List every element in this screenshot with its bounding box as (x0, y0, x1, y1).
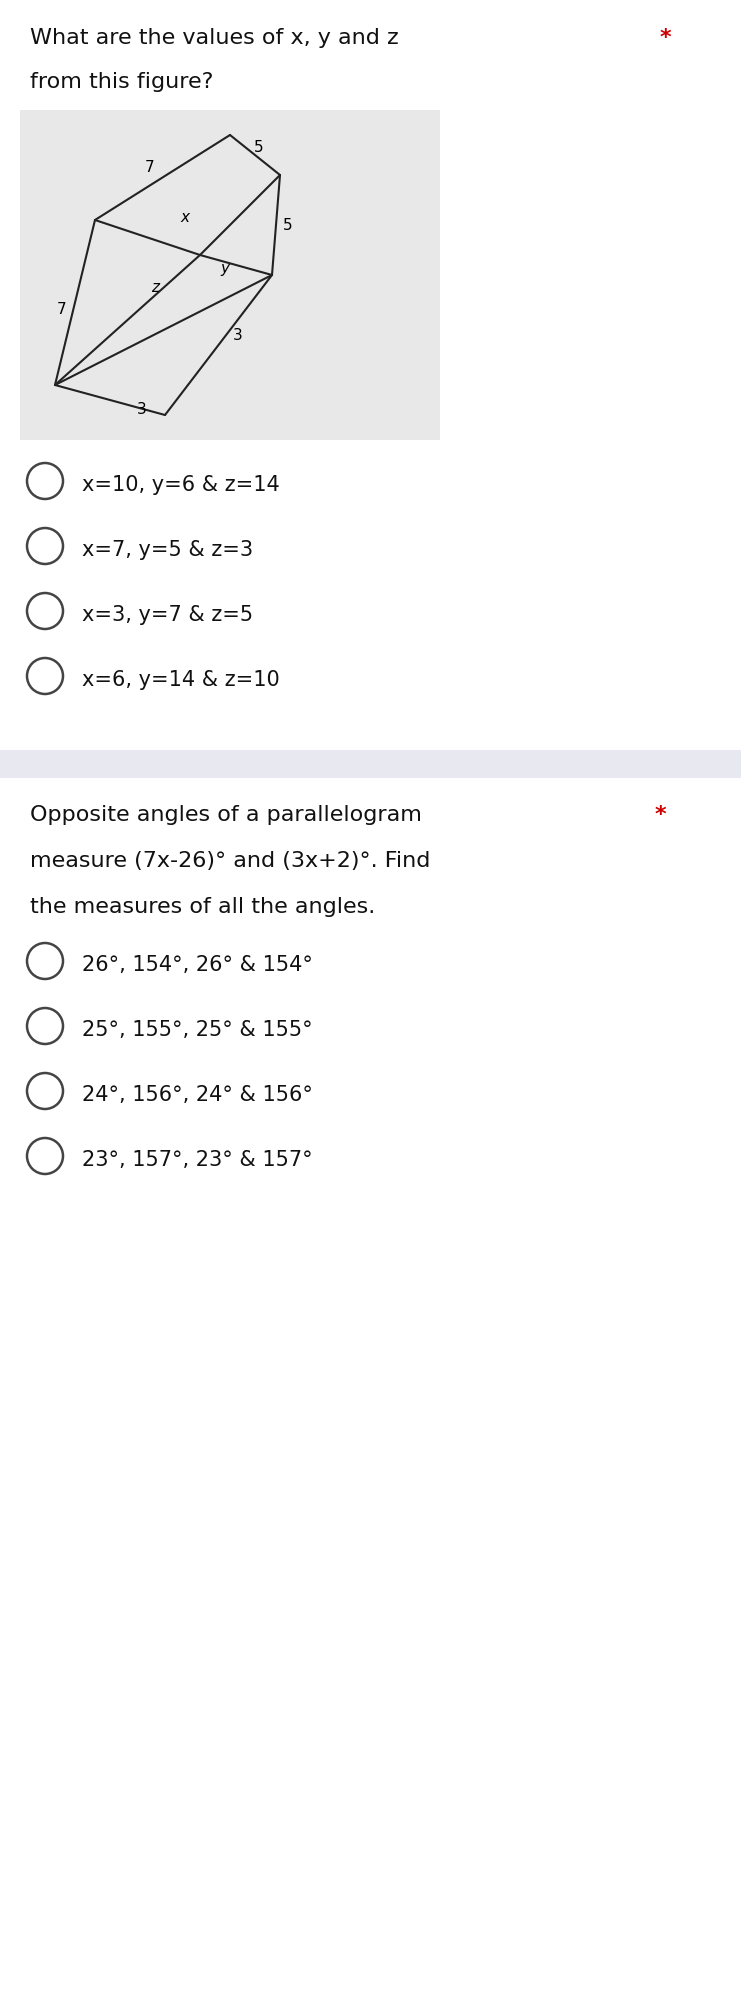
Text: What are the values of x, y and z: What are the values of x, y and z (30, 28, 399, 48)
FancyBboxPatch shape (0, 750, 741, 778)
Text: 5: 5 (254, 140, 264, 154)
Text: 24°, 156°, 24° & 156°: 24°, 156°, 24° & 156° (82, 1085, 313, 1105)
Text: 7: 7 (145, 160, 155, 176)
Text: z: z (151, 280, 159, 296)
Text: 3: 3 (233, 328, 243, 342)
Text: measure (7x-26)° and (3x+2)°. Find: measure (7x-26)° and (3x+2)°. Find (30, 850, 431, 870)
Text: 7: 7 (57, 302, 67, 318)
Text: 3: 3 (137, 402, 147, 418)
Text: the measures of all the angles.: the measures of all the angles. (30, 896, 375, 916)
Text: Opposite angles of a parallelogram: Opposite angles of a parallelogram (30, 804, 422, 824)
Text: x=3, y=7 & z=5: x=3, y=7 & z=5 (82, 604, 253, 624)
Text: from this figure?: from this figure? (30, 72, 213, 92)
Text: x=10, y=6 & z=14: x=10, y=6 & z=14 (82, 474, 280, 494)
Text: 26°, 154°, 26° & 154°: 26°, 154°, 26° & 154° (82, 954, 313, 974)
Text: y: y (221, 260, 230, 276)
Text: *: * (655, 804, 667, 824)
Text: x=7, y=5 & z=3: x=7, y=5 & z=3 (82, 540, 253, 560)
Text: 5: 5 (283, 218, 293, 232)
FancyBboxPatch shape (20, 110, 440, 440)
Text: x: x (181, 210, 190, 226)
Text: 23°, 157°, 23° & 157°: 23°, 157°, 23° & 157° (82, 1151, 313, 1171)
Text: *: * (660, 28, 671, 48)
Text: 25°, 155°, 25° & 155°: 25°, 155°, 25° & 155° (82, 1021, 313, 1041)
Text: x=6, y=14 & z=10: x=6, y=14 & z=10 (82, 670, 280, 690)
